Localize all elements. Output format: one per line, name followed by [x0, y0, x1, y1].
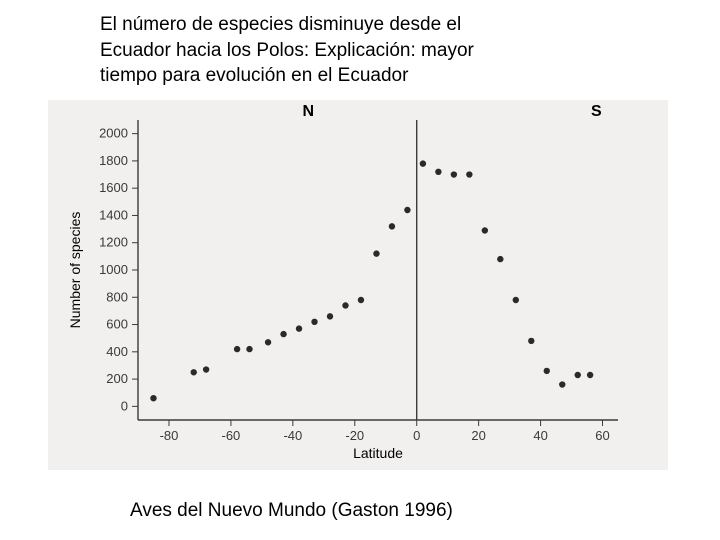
svg-text:1800: 1800	[99, 153, 128, 168]
chart-svg: 0200400600800100012001400160018002000-80…	[48, 100, 668, 470]
svg-text:800: 800	[106, 289, 128, 304]
svg-text:1000: 1000	[99, 262, 128, 277]
svg-text:1400: 1400	[99, 207, 128, 222]
svg-text:40: 40	[533, 428, 547, 443]
svg-text:-60: -60	[222, 428, 241, 443]
title-line-3: tiempo para evolución en el Ecuador	[100, 63, 600, 89]
svg-text:1200: 1200	[99, 235, 128, 250]
svg-text:0: 0	[121, 398, 128, 413]
svg-text:-40: -40	[283, 428, 302, 443]
svg-text:S: S	[591, 103, 602, 120]
svg-text:Number of species: Number of species	[67, 212, 83, 329]
svg-text:-20: -20	[345, 428, 364, 443]
svg-text:-80: -80	[160, 428, 179, 443]
svg-text:20: 20	[471, 428, 485, 443]
svg-text:200: 200	[106, 371, 128, 386]
svg-text:0: 0	[413, 428, 420, 443]
svg-text:Latitude: Latitude	[353, 445, 403, 461]
svg-text:N: N	[303, 103, 315, 120]
svg-text:2000: 2000	[99, 126, 128, 141]
svg-text:1600: 1600	[99, 180, 128, 195]
svg-text:60: 60	[595, 428, 609, 443]
title-line-1: El número de especies disminuye desde el	[100, 12, 600, 38]
svg-text:400: 400	[106, 344, 128, 359]
scatter-chart: 0200400600800100012001400160018002000-80…	[48, 100, 668, 470]
svg-text:600: 600	[106, 317, 128, 332]
title-line-2: Ecuador hacia los Polos: Explicación: ma…	[100, 38, 600, 64]
chart-caption: Aves del Nuevo Mundo (Gaston 1996)	[130, 500, 453, 522]
page-title: El número de especies disminuye desde el…	[100, 12, 600, 89]
